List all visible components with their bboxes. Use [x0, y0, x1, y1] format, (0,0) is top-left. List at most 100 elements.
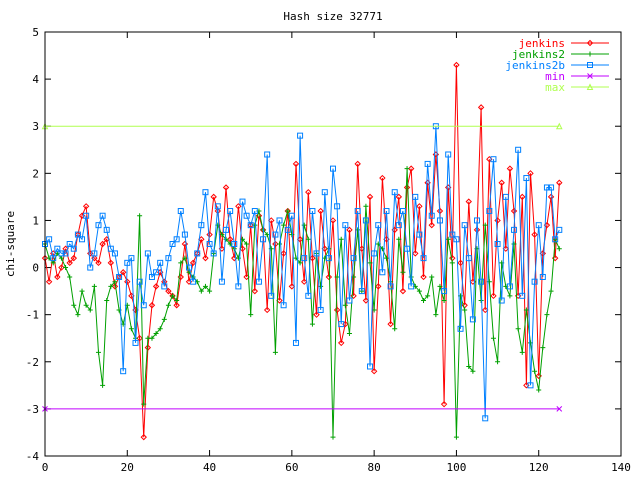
data-point [75, 312, 81, 318]
data-point [161, 283, 168, 290]
data-point [424, 160, 431, 167]
data-point [285, 208, 291, 214]
data-point [338, 339, 345, 347]
data-point [119, 269, 127, 276]
data-point [243, 212, 250, 219]
data-point [70, 254, 78, 262]
data-point [317, 306, 324, 313]
data-point [527, 170, 534, 177]
data-point [136, 335, 143, 342]
data-point [321, 189, 328, 196]
data-point [367, 363, 374, 370]
data-point [498, 297, 505, 304]
data-point [362, 297, 370, 304]
data-point [255, 278, 262, 285]
data-point [54, 245, 61, 252]
data-point [173, 236, 180, 243]
data-point [272, 349, 278, 355]
data-point [177, 208, 184, 215]
data-point [45, 278, 53, 285]
data-point [223, 226, 230, 233]
data-point [153, 269, 160, 276]
data-point [474, 217, 480, 224]
data-point [391, 189, 398, 196]
data-point [120, 368, 127, 375]
data-point [428, 212, 435, 219]
data-point [140, 433, 147, 441]
data-point [535, 222, 542, 229]
data-point [87, 264, 94, 271]
data-point [202, 254, 209, 262]
y-tick-label: -1 [26, 309, 39, 322]
data-point [519, 349, 525, 355]
data-point [66, 259, 73, 267]
data-point [141, 401, 147, 407]
data-point [440, 400, 448, 408]
data-point [198, 222, 205, 229]
data-point [264, 151, 271, 158]
data-point [169, 241, 176, 247]
data-point [174, 298, 180, 304]
data-point [58, 255, 64, 261]
y-tick-label: 2 [32, 167, 39, 180]
data-point [58, 250, 65, 257]
data-point [498, 179, 505, 186]
x-tick-label: 40 [203, 461, 216, 474]
data-point [425, 293, 431, 299]
data-point [346, 297, 353, 304]
data-point [556, 246, 562, 252]
data-point [334, 203, 341, 210]
data-point [260, 236, 267, 243]
data-point [519, 193, 526, 201]
data-point [223, 236, 229, 242]
data-point [532, 368, 538, 374]
data-point [210, 250, 217, 257]
data-point [144, 344, 152, 351]
data-point [366, 193, 374, 201]
data-point [309, 254, 316, 262]
data-point [284, 226, 291, 233]
data-point [507, 293, 513, 299]
data-point [399, 287, 407, 295]
data-point [178, 260, 184, 266]
y-tick-label: 1 [32, 214, 39, 227]
data-point [457, 325, 464, 332]
data-point [523, 307, 529, 313]
y-tick-label: -2 [26, 356, 39, 369]
data-point [124, 278, 131, 285]
data-point [478, 278, 485, 285]
data-point [206, 241, 213, 247]
data-point [330, 434, 336, 440]
x-tick-label: 0 [42, 461, 49, 474]
data-point [404, 166, 410, 172]
data-point [506, 283, 513, 290]
data-point [511, 226, 518, 233]
legend-label: max [545, 81, 565, 94]
data-point [536, 387, 542, 393]
data-point [107, 259, 115, 267]
x-tick-label: 60 [285, 461, 298, 474]
data-point [297, 260, 303, 266]
data-point [449, 260, 455, 266]
data-point [272, 240, 279, 248]
data-point [370, 367, 378, 375]
plot-frame [44, 31, 622, 457]
data-point [477, 104, 485, 111]
data-point [288, 283, 296, 290]
data-point [148, 302, 156, 309]
data-point [531, 278, 538, 285]
data-point [329, 217, 337, 224]
series-min [42, 406, 563, 412]
data-point [305, 188, 312, 196]
data-point [111, 283, 119, 290]
data-point [470, 368, 476, 374]
data-point [506, 165, 514, 172]
data-point [182, 255, 188, 261]
data-point [149, 335, 155, 341]
data-point [152, 283, 160, 290]
y-tick-label: 3 [32, 120, 39, 133]
data-point [202, 189, 209, 196]
data-point [556, 406, 563, 412]
data-point [587, 73, 593, 79]
data-point [461, 222, 468, 229]
